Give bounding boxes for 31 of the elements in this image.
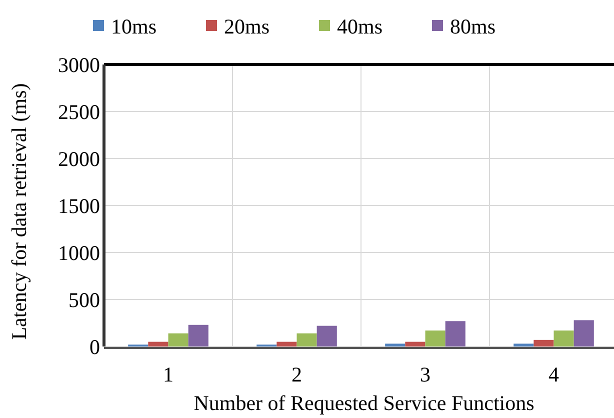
y-tick-label: 2500 [58,100,100,124]
bar [445,321,466,346]
bar [188,324,208,346]
y-axis-title: Latency for data retrieval (ms) [7,83,31,340]
bar [296,333,317,346]
bar [405,342,426,346]
bar [574,320,594,346]
bar [534,340,554,346]
legend-label: 20ms [224,14,270,38]
y-tick-label: 2000 [58,146,100,171]
legend-label: 10ms [111,14,157,38]
y-tick-label: 500 [68,288,100,312]
bar [276,342,297,346]
x-tick-label: 2 [292,362,302,386]
y-tick-label: 1000 [58,240,100,265]
y-tick-label: 3000 [58,52,100,77]
x-tick-label: 1 [163,362,174,386]
x-axis-title: Number of Requested Service Functions [194,391,534,415]
bar [554,330,574,346]
bar [148,342,168,346]
bar [168,333,188,346]
bar [385,344,406,346]
legend-label: 40ms [337,14,383,38]
bar [514,344,534,346]
x-tick-label: 3 [420,362,430,386]
bar [316,326,337,346]
bar [425,330,446,346]
y-tick-label: 0 [90,334,100,359]
y-tick-label: 1500 [58,194,100,218]
legend-label: 80ms [450,14,496,38]
x-tick-label: 4 [548,362,560,386]
